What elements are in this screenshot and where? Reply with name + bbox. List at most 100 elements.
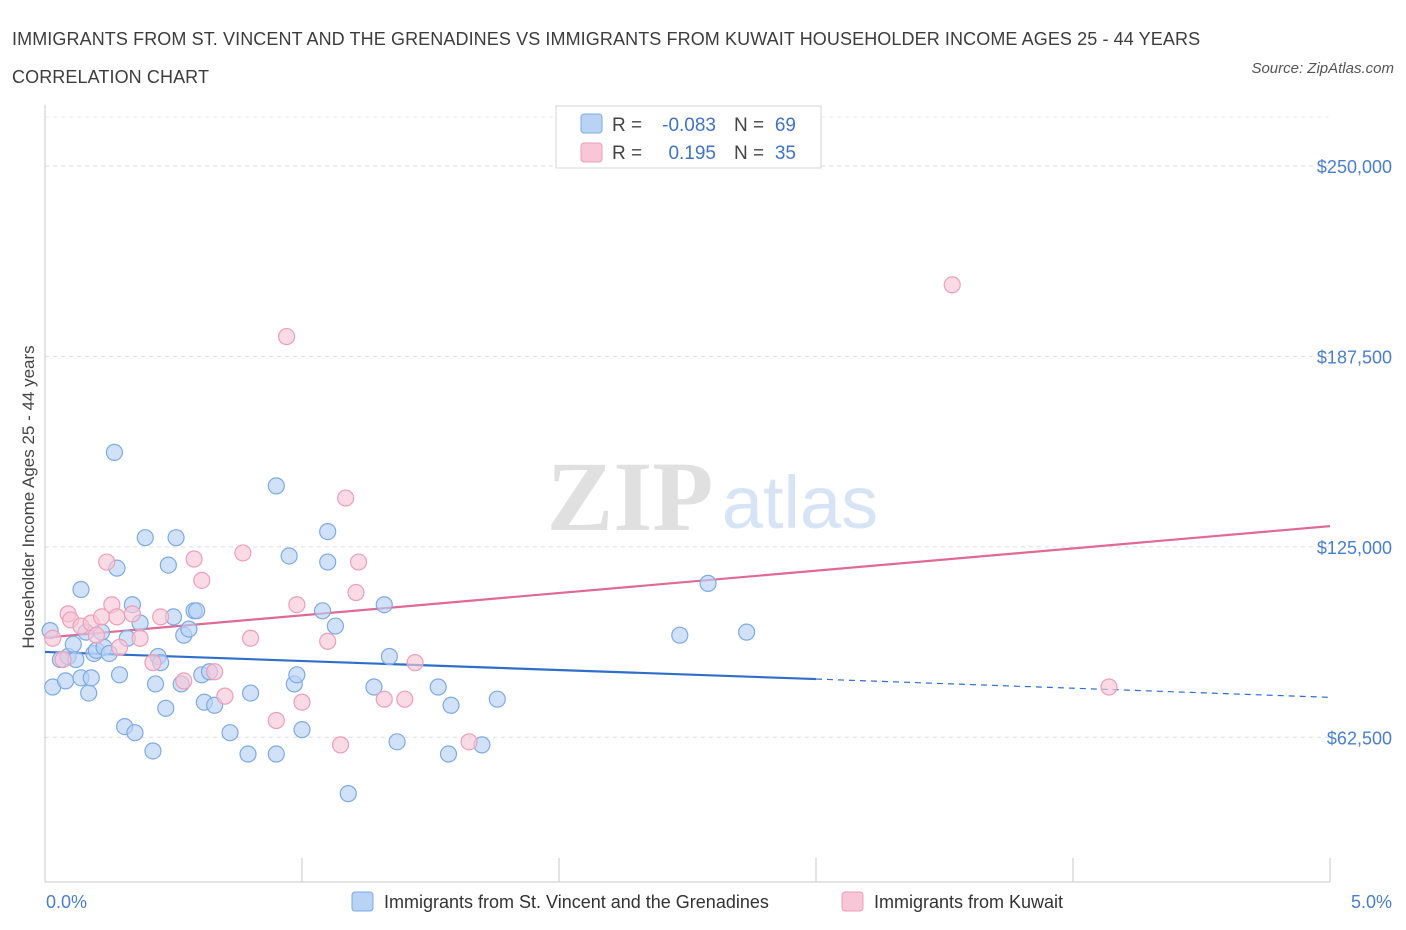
legend-n-label-1: N =: [734, 115, 764, 136]
point-kuwait-18: [193, 571, 211, 589]
trend-line-stvincent-extension: [815, 678, 1331, 698]
point-stvincent-19: [110, 666, 129, 684]
point-stvincent-37: [188, 602, 206, 620]
point-kuwait-16: [175, 672, 193, 690]
point-stvincent-3: [56, 672, 75, 690]
point-kuwait-15: [152, 608, 170, 626]
trend-line-stvincent: [44, 650, 817, 681]
x-tick-label-max: 5.0%: [1351, 892, 1392, 912]
point-kuwait-26: [293, 693, 311, 711]
point-stvincent-58: [380, 647, 398, 666]
point-kuwait-10: [108, 608, 126, 626]
point-stvincent-49: [288, 666, 306, 684]
point-stvincent-56: [365, 678, 383, 696]
legend-n-value-1: 69: [775, 115, 796, 136]
point-stvincent-44: [239, 745, 257, 763]
point-kuwait-27: [319, 632, 337, 650]
point-kuwait-31: [349, 553, 368, 571]
bottom-legend-swatch-pink: [841, 891, 864, 912]
point-kuwait-13: [131, 629, 149, 647]
grid-lines: [45, 116, 1330, 738]
y-axis-title: Householder Income Ages 25 - 44 years: [19, 345, 38, 648]
point-stvincent-42: [221, 724, 239, 742]
point-stvincent-53: [319, 522, 337, 541]
point-stvincent-8: [72, 580, 90, 599]
point-kuwait-30: [347, 583, 365, 602]
point-stvincent-52: [319, 553, 337, 571]
point-stvincent-43: [242, 684, 260, 702]
point-stvincent-32: [167, 529, 185, 547]
point-stvincent-17: [105, 443, 123, 461]
bottom-legend-swatch-blue: [351, 891, 374, 912]
legend-swatch-blue: [580, 113, 603, 134]
point-stvincent-47: [280, 547, 298, 565]
point-kuwait-32: [375, 690, 393, 708]
point-kuwait-19: [206, 663, 224, 681]
y-tick-labels: $62,500 $125,000 $187,500 $250,000: [1317, 157, 1392, 748]
point-kuwait-8: [98, 553, 116, 571]
watermark-atlas: atlas: [722, 461, 878, 544]
point-stvincent-10: [80, 684, 98, 702]
point-kuwait-20: [216, 687, 234, 705]
bottom-legend-label-1: Immigrants from St. Vincent and the Gren…: [384, 892, 769, 912]
point-stvincent-51: [313, 602, 332, 620]
point-kuwait-11: [110, 638, 129, 656]
point-kuwait-36: [943, 276, 961, 294]
point-stvincent-11: [82, 669, 100, 687]
x-tick-labels: 0.0% 5.0%: [46, 892, 1392, 912]
point-kuwait-29: [337, 489, 355, 507]
point-kuwait-33: [396, 690, 414, 708]
point-kuwait-0: [44, 629, 62, 647]
point-kuwait-34: [406, 654, 424, 672]
legend-r-value-2: 0.195: [668, 143, 716, 164]
point-kuwait-35: [460, 733, 478, 751]
watermark: ZIP atlas: [547, 441, 879, 552]
point-kuwait-37: [1100, 678, 1118, 696]
point-stvincent-65: [671, 626, 689, 644]
y-tick-label-0: $62,500: [1327, 728, 1392, 748]
point-kuwait-17: [185, 550, 203, 568]
point-kuwait-12: [123, 605, 141, 623]
y-tick-label-3: $250,000: [1317, 157, 1392, 177]
legend-n-label-2: N =: [734, 143, 764, 164]
point-stvincent-46: [267, 477, 285, 495]
y-tick-label-1: $125,000: [1317, 538, 1392, 558]
point-stvincent-50: [293, 721, 311, 739]
legend-r-value-1: -0.083: [662, 115, 716, 136]
point-stvincent-59: [388, 733, 406, 751]
trend-lines: [44, 525, 1331, 698]
point-kuwait-25: [288, 596, 306, 614]
y-tick-label-2: $187,500: [1317, 347, 1392, 367]
point-stvincent-25: [136, 529, 154, 547]
point-stvincent-23: [126, 724, 144, 742]
point-kuwait-22: [242, 629, 260, 647]
point-kuwait-21: [234, 544, 252, 562]
x-tick-label-min: 0.0%: [46, 892, 87, 912]
point-stvincent-45: [267, 745, 285, 763]
point-kuwait-23: [267, 711, 285, 730]
bottom-legend: Immigrants from St. Vincent and the Gren…: [351, 891, 1063, 912]
legend-n-value-2: 35: [775, 143, 796, 164]
source-label: Source: ZipAtlas.com: [1251, 60, 1394, 77]
point-kuwait-1: [54, 650, 72, 669]
point-stvincent-35: [180, 620, 198, 638]
point-stvincent-55: [339, 785, 357, 803]
point-kuwait-6: [87, 626, 106, 644]
point-stvincent-29: [157, 699, 175, 717]
point-stvincent-61: [439, 745, 458, 763]
watermark-zip: ZIP: [547, 441, 714, 552]
point-stvincent-26: [144, 742, 162, 760]
point-kuwait-14: [144, 654, 162, 672]
data-points: [41, 276, 1118, 803]
axes: [44, 105, 1331, 883]
point-stvincent-57: [375, 596, 393, 614]
point-stvincent-67: [738, 623, 756, 641]
point-stvincent-5: [64, 635, 82, 653]
point-stvincent-30: [159, 556, 177, 574]
legend-r-label-1: R =: [612, 115, 642, 136]
point-kuwait-28: [331, 736, 350, 754]
legend-box: R = -0.083 N = 69 R = 0.195 N = 35: [555, 105, 822, 169]
point-stvincent-27: [146, 675, 165, 693]
bottom-legend-label-2: Immigrants from Kuwait: [874, 892, 1063, 912]
